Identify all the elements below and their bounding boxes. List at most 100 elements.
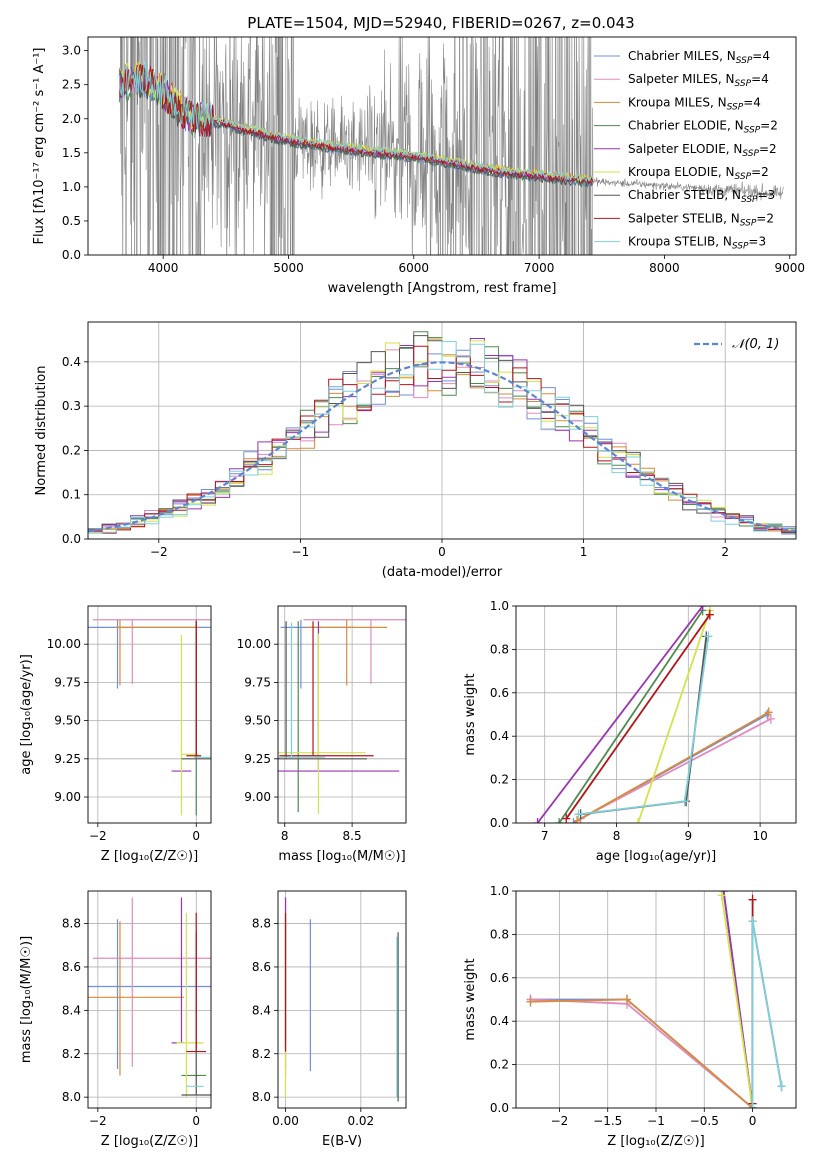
legend-subscript: SSP bbox=[727, 102, 744, 112]
plot-area-mass-vs-ebv bbox=[278, 891, 406, 1108]
errorbar-chabrier-miles bbox=[88, 619, 211, 689]
y-tick-label: 8.0 bbox=[62, 1090, 81, 1104]
y-axis-label: Normed distribution bbox=[34, 366, 49, 496]
legend-value: =2 bbox=[759, 142, 777, 156]
axes-frame bbox=[277, 890, 407, 1109]
legend: 𝒩(0, 1) bbox=[694, 337, 779, 352]
x-tick-label: 8.5 bbox=[343, 829, 362, 843]
ticks: −2 −1 0 1 2 0.0 0.1 0.2 0.3 0.4 bbox=[62, 355, 729, 559]
y-tick-label: 9.50 bbox=[54, 714, 81, 728]
legend-subscript: SSP bbox=[735, 79, 752, 89]
x-axis-label: Z [log₁₀(Z/Z☉)] bbox=[101, 849, 198, 864]
y-tick-label: 0.3 bbox=[62, 399, 81, 413]
y-tick-label: 8.8 bbox=[62, 917, 81, 931]
series-kroupa-stelib bbox=[574, 631, 713, 820]
weight-point bbox=[526, 996, 535, 1007]
legend-label: Kroupa ELODIE, NSSP=2 bbox=[628, 165, 769, 182]
series-chabrier-elodie bbox=[555, 606, 707, 823]
y-tick-label: 2.0 bbox=[62, 112, 81, 126]
y-tick-label: 10.00 bbox=[237, 637, 271, 651]
x-axis-label: mass [log₁₀(M/M☉)] bbox=[278, 849, 405, 864]
legend-subscript: SSP bbox=[736, 56, 753, 66]
y-tick-label: 1.5 bbox=[62, 146, 81, 160]
weight-line bbox=[578, 636, 710, 816]
x-axis-label: Z [log₁₀(Z/Z☉)] bbox=[101, 1134, 198, 1149]
weight-point bbox=[533, 818, 542, 823]
legend-value: =2 bbox=[760, 119, 778, 133]
x-tick-label: 0 bbox=[192, 1114, 200, 1128]
x-tick-label: −1 bbox=[647, 1114, 665, 1128]
weight-line bbox=[580, 718, 772, 820]
legend-subscript: SSP bbox=[740, 218, 757, 228]
axes-age-vs-mass: 8 8.5 9.00 9.25 9.50 9.75 10.00 mass [log₁₀(M/M… bbox=[237, 605, 407, 864]
y-tick-label: 0.6 bbox=[490, 971, 509, 985]
weight-line bbox=[576, 711, 770, 822]
legend-subscript: SSP bbox=[741, 195, 758, 205]
grid bbox=[278, 606, 406, 823]
legend-label: 𝒩(0, 1) bbox=[732, 337, 779, 352]
x-tick-label: 6000 bbox=[399, 261, 430, 275]
x-tick-label: 0.00 bbox=[272, 1114, 299, 1128]
errorbar-kroupa-stelib bbox=[278, 622, 326, 758]
y-tick-label: 1.0 bbox=[62, 180, 81, 194]
legend-label: Salpeter MILES, NSSP=4 bbox=[628, 72, 769, 89]
x-tick-label: 0 bbox=[192, 829, 200, 843]
y-axis-label: mass weight bbox=[463, 673, 478, 755]
legend-label: Kroupa STELIB, NSSP=3 bbox=[628, 235, 766, 252]
ticks: −2 −1.5 −1 −0.5 0 0.0 0.2 0.4 0.6 0.8 1.0 bbox=[490, 884, 756, 1128]
axes-frame bbox=[277, 605, 407, 824]
errorbar-salpeter-elodie bbox=[171, 897, 184, 1044]
errorbar-salpeter-stelib bbox=[279, 621, 374, 757]
errorbar-salpeter-stelib bbox=[186, 621, 202, 757]
legend-value: =3 bbox=[748, 235, 766, 249]
y-tick-label: 8.8 bbox=[252, 917, 271, 931]
ticks: 0.00 0.02 8.0 8.2 8.4 8.6 8.8 bbox=[252, 917, 374, 1128]
errorbar-kroupa-elodie bbox=[176, 912, 204, 1098]
series-chabrier-stelib bbox=[748, 916, 786, 1108]
ticks: −2 0 8.0 8.2 8.4 8.6 8.8 bbox=[62, 917, 200, 1128]
weight-line bbox=[751, 921, 783, 1108]
histogram-salpeter-stelib bbox=[88, 345, 796, 534]
series-kroupa-stelib bbox=[748, 916, 786, 1108]
errorbar-salpeter-stelib bbox=[186, 912, 207, 1053]
weight-line bbox=[530, 998, 754, 1108]
y-tick-label: 10.00 bbox=[47, 637, 81, 651]
weight-point bbox=[704, 631, 713, 642]
plot-area-mass-vs-Z bbox=[88, 891, 211, 1108]
errorbar-kroupa-miles bbox=[306, 619, 388, 686]
grid bbox=[278, 891, 406, 1108]
weight-point bbox=[623, 994, 632, 1005]
legend-subscript: SSP bbox=[735, 172, 752, 182]
legend-subscript: SSP bbox=[732, 242, 749, 252]
y-tick-label: 0.2 bbox=[490, 773, 509, 787]
x-axis-label: (data-model)/error bbox=[382, 565, 503, 580]
axes-mass-vs-Z: −2 0 8.0 8.2 8.4 8.6 8.8 Z [log₁₀(Z/Z☉)] mass [l… bbox=[19, 890, 212, 1149]
legend-label: Kroupa MILES, NSSP=4 bbox=[628, 95, 761, 112]
y-tick-label: 9.50 bbox=[244, 714, 271, 728]
x-tick-label: 0 bbox=[749, 1114, 757, 1128]
legend-value: =4 bbox=[743, 95, 761, 109]
y-tick-label: 8.4 bbox=[62, 1003, 81, 1017]
y-tick-label: 0.0 bbox=[62, 248, 81, 262]
weight-point bbox=[764, 707, 773, 718]
weight-point bbox=[717, 891, 726, 901]
x-tick-label: 8 bbox=[613, 829, 621, 843]
weight-point bbox=[748, 894, 757, 905]
y-tick-label: 2.5 bbox=[62, 78, 81, 92]
x-tick-label: 8000 bbox=[649, 261, 680, 275]
errorbar-chabrier-stelib bbox=[278, 621, 367, 760]
weight-point bbox=[777, 1081, 786, 1092]
errorbar-kroupa-miles bbox=[88, 921, 184, 1076]
axes-frame bbox=[87, 36, 797, 256]
y-axis-label: age [log₁₀(age/yr)] bbox=[19, 654, 34, 775]
x-tick-label: −2 bbox=[89, 1114, 107, 1128]
axes-frame bbox=[515, 605, 797, 824]
y-tick-label: 8.2 bbox=[252, 1047, 271, 1061]
plot-area-spectrum bbox=[118, 37, 784, 255]
axes-frame bbox=[87, 605, 212, 824]
weight-point bbox=[698, 606, 707, 611]
weight-point bbox=[555, 818, 564, 823]
series-salpeter-elodie bbox=[533, 606, 707, 823]
y-tick-label: 3.0 bbox=[62, 44, 81, 58]
